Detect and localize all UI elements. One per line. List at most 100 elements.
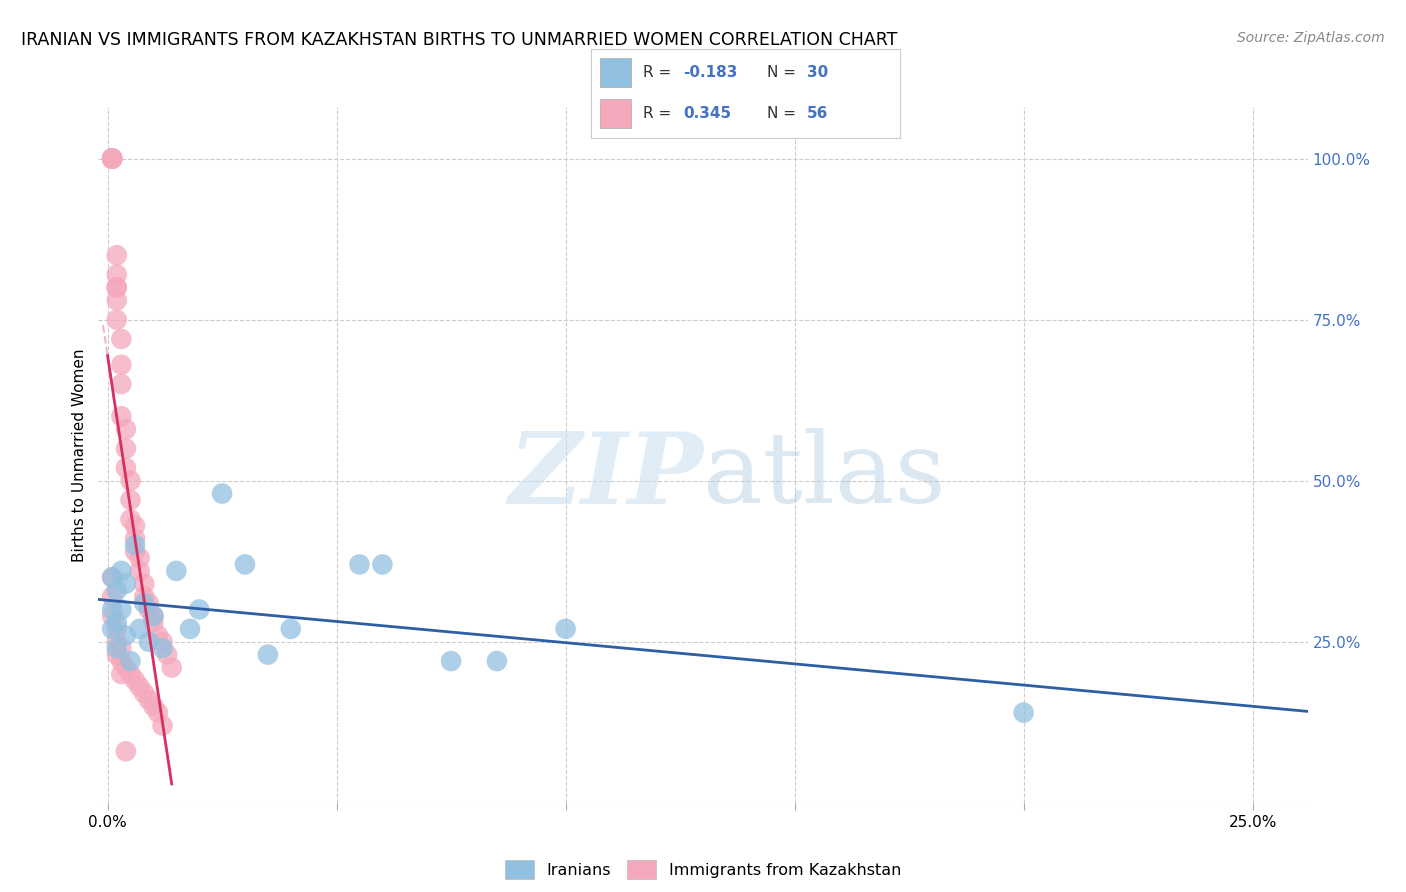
Text: 56: 56 <box>807 106 828 120</box>
Point <box>101 152 124 166</box>
Point <box>110 377 132 392</box>
Point <box>120 667 142 681</box>
Point <box>152 641 174 656</box>
Point <box>134 590 156 604</box>
Text: 0.345: 0.345 <box>683 106 731 120</box>
Y-axis label: Births to Unmarried Women: Births to Unmarried Women <box>72 348 87 562</box>
Point <box>105 268 128 282</box>
Point <box>146 706 169 720</box>
Point <box>105 583 128 598</box>
Point <box>134 596 156 610</box>
Point <box>105 634 128 648</box>
Text: atlas: atlas <box>703 428 946 524</box>
Point <box>138 596 160 610</box>
Point <box>142 609 165 624</box>
Point <box>110 654 132 668</box>
Point <box>1012 706 1035 720</box>
Point <box>211 486 233 500</box>
Point <box>124 538 146 552</box>
Point <box>134 686 156 700</box>
Point <box>105 293 128 308</box>
Point <box>115 422 138 436</box>
Point <box>115 660 138 674</box>
Text: R =: R = <box>643 106 676 120</box>
Point <box>115 442 138 456</box>
Point <box>110 332 132 346</box>
Point <box>105 312 128 326</box>
Point <box>120 474 142 488</box>
Point <box>124 544 146 558</box>
Text: N =: N = <box>766 106 800 120</box>
Point <box>142 699 165 714</box>
Text: ZIP: ZIP <box>508 427 703 524</box>
Point <box>101 590 124 604</box>
Text: 30: 30 <box>807 65 828 79</box>
Point <box>115 628 138 642</box>
Point <box>115 744 138 758</box>
Point <box>101 609 124 624</box>
Point <box>142 609 165 624</box>
Point <box>146 628 169 642</box>
Point <box>440 654 463 668</box>
Point <box>257 648 280 662</box>
Point <box>120 512 142 526</box>
Point <box>105 248 128 262</box>
Point <box>101 570 124 584</box>
Point <box>115 460 138 475</box>
Point <box>138 602 160 616</box>
Point <box>152 634 174 648</box>
Point <box>280 622 302 636</box>
Point <box>349 558 371 572</box>
Point <box>101 602 124 616</box>
Text: IRANIAN VS IMMIGRANTS FROM KAZAKHSTAN BIRTHS TO UNMARRIED WOMEN CORRELATION CHAR: IRANIAN VS IMMIGRANTS FROM KAZAKHSTAN BI… <box>21 31 897 49</box>
Point <box>110 667 132 681</box>
Point <box>110 641 132 656</box>
Point <box>101 570 124 584</box>
Point <box>128 622 150 636</box>
Point <box>105 280 128 294</box>
Point <box>105 622 128 636</box>
FancyBboxPatch shape <box>600 99 631 128</box>
Point <box>124 673 146 688</box>
Text: -0.183: -0.183 <box>683 65 738 79</box>
FancyBboxPatch shape <box>600 58 631 87</box>
Point <box>101 152 124 166</box>
Text: Source: ZipAtlas.com: Source: ZipAtlas.com <box>1237 31 1385 45</box>
Point <box>105 641 128 656</box>
Point <box>101 152 124 166</box>
Point <box>485 654 508 668</box>
Point <box>105 280 128 294</box>
Point <box>115 576 138 591</box>
Point <box>101 152 124 166</box>
Point <box>156 648 179 662</box>
Point <box>105 648 128 662</box>
Text: R =: R = <box>643 65 676 79</box>
Point <box>138 692 160 706</box>
Point <box>110 409 132 424</box>
Point <box>160 660 183 674</box>
Point <box>554 622 576 636</box>
Point <box>142 615 165 630</box>
Point <box>233 558 256 572</box>
Point <box>138 634 160 648</box>
Point <box>152 718 174 732</box>
Text: N =: N = <box>766 65 800 79</box>
Point <box>128 680 150 694</box>
Point <box>128 551 150 566</box>
Point <box>101 152 124 166</box>
Point <box>110 358 132 372</box>
Point <box>165 564 187 578</box>
Point <box>101 622 124 636</box>
Point <box>371 558 394 572</box>
Point <box>110 564 132 578</box>
Point <box>110 602 132 616</box>
Point <box>120 493 142 508</box>
Point <box>120 654 142 668</box>
Point <box>128 564 150 578</box>
Point <box>179 622 201 636</box>
Point <box>124 518 146 533</box>
Point <box>124 532 146 546</box>
Point <box>134 576 156 591</box>
Point <box>101 152 124 166</box>
Point <box>105 615 128 630</box>
